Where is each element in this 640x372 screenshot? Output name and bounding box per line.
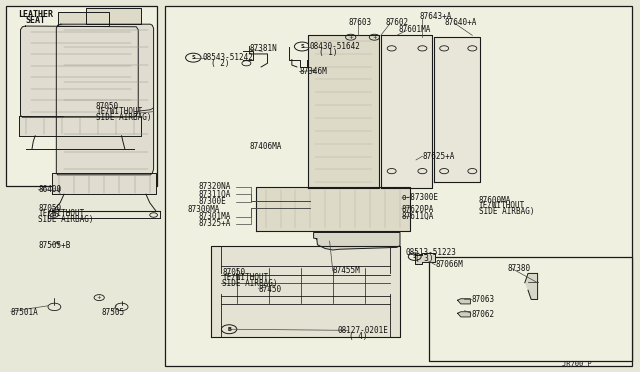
- Text: 87066M: 87066M: [435, 260, 463, 269]
- Text: B: B: [227, 327, 231, 332]
- Text: 87625+A: 87625+A: [422, 153, 455, 161]
- Text: 86400: 86400: [38, 185, 61, 194]
- Bar: [429, 257, 632, 361]
- Text: 87611QA: 87611QA: [402, 212, 435, 221]
- Polygon shape: [52, 173, 156, 194]
- Polygon shape: [308, 35, 379, 188]
- Text: 08430-51642: 08430-51642: [310, 42, 360, 51]
- Text: 87311QA: 87311QA: [198, 190, 231, 199]
- Text: +: +: [372, 35, 377, 40]
- Text: 87505: 87505: [101, 308, 124, 317]
- Polygon shape: [58, 12, 109, 26]
- Text: 87643+A: 87643+A: [419, 12, 452, 21]
- Text: (F/WITHOUT: (F/WITHOUT: [479, 201, 525, 210]
- Text: 08127-0201E: 08127-0201E: [338, 326, 388, 335]
- Text: 87320NA: 87320NA: [198, 182, 231, 191]
- Polygon shape: [458, 312, 470, 317]
- Text: SIDE AIRBAG): SIDE AIRBAG): [96, 113, 152, 122]
- Text: 87505+B: 87505+B: [38, 241, 71, 250]
- Text: 87325+A: 87325+A: [198, 219, 231, 228]
- Text: 08543-51242: 08543-51242: [202, 53, 253, 62]
- Text: 87600MA: 87600MA: [479, 196, 511, 205]
- Text: JR700 P: JR700 P: [562, 361, 591, 367]
- Text: ( 2): ( 2): [211, 60, 230, 68]
- Text: 87501A: 87501A: [11, 308, 38, 317]
- Polygon shape: [256, 187, 410, 231]
- Text: S: S: [191, 55, 195, 60]
- Text: +: +: [348, 35, 353, 40]
- Polygon shape: [525, 273, 538, 299]
- Text: 08513-51223: 08513-51223: [406, 248, 456, 257]
- Text: +: +: [310, 68, 317, 74]
- Polygon shape: [86, 8, 141, 24]
- Text: SIDE AIRBAG): SIDE AIRBAG): [38, 215, 94, 224]
- Text: 87301MA: 87301MA: [198, 212, 231, 221]
- Text: 87601MA: 87601MA: [399, 25, 431, 34]
- Text: 87050: 87050: [96, 102, 119, 110]
- Text: SEAT: SEAT: [25, 16, 45, 25]
- Text: 87062: 87062: [471, 310, 494, 319]
- Polygon shape: [434, 37, 480, 182]
- Text: 87346M: 87346M: [300, 67, 327, 76]
- Text: +: +: [97, 295, 102, 300]
- Polygon shape: [381, 35, 432, 188]
- Text: S: S: [413, 254, 417, 259]
- Text: 87455M: 87455M: [333, 266, 360, 275]
- Text: 87602: 87602: [385, 18, 408, 27]
- Polygon shape: [56, 24, 154, 175]
- Text: 87640+A: 87640+A: [445, 18, 477, 27]
- Text: (F/WITHOUT: (F/WITHOUT: [96, 107, 142, 116]
- Text: 87450: 87450: [259, 285, 282, 294]
- Polygon shape: [211, 246, 400, 337]
- Text: S: S: [300, 44, 304, 49]
- Bar: [165, 6, 632, 366]
- Text: 87406MA: 87406MA: [250, 142, 282, 151]
- Text: 87380: 87380: [508, 264, 531, 273]
- Text: 87050: 87050: [38, 204, 61, 213]
- Text: 87300MA: 87300MA: [188, 205, 220, 214]
- Text: SIDE AIRBAG): SIDE AIRBAG): [222, 279, 278, 288]
- Polygon shape: [20, 26, 138, 117]
- Polygon shape: [19, 116, 141, 136]
- Text: (F/WITHOUT: (F/WITHOUT: [38, 209, 84, 218]
- Text: (F/WITHOUT: (F/WITHOUT: [222, 273, 268, 282]
- Text: 87381N: 87381N: [250, 44, 277, 53]
- Text: 87300E: 87300E: [198, 197, 226, 206]
- Text: 87620PA: 87620PA: [402, 205, 435, 214]
- Polygon shape: [415, 253, 435, 264]
- Polygon shape: [314, 232, 400, 250]
- Text: LEATHER: LEATHER: [18, 10, 52, 19]
- Bar: [6, 6, 157, 186]
- Text: SIDE AIRBAG): SIDE AIRBAG): [479, 207, 534, 216]
- Text: 87603: 87603: [348, 18, 371, 27]
- Text: ( 3): ( 3): [415, 254, 433, 263]
- Text: 87050: 87050: [222, 268, 245, 277]
- Text: 87063: 87063: [471, 295, 494, 304]
- Text: o-87300E: o-87300E: [402, 193, 439, 202]
- Text: ( 4): ( 4): [349, 332, 367, 341]
- Polygon shape: [458, 299, 470, 304]
- Text: ( 1): ( 1): [319, 48, 337, 57]
